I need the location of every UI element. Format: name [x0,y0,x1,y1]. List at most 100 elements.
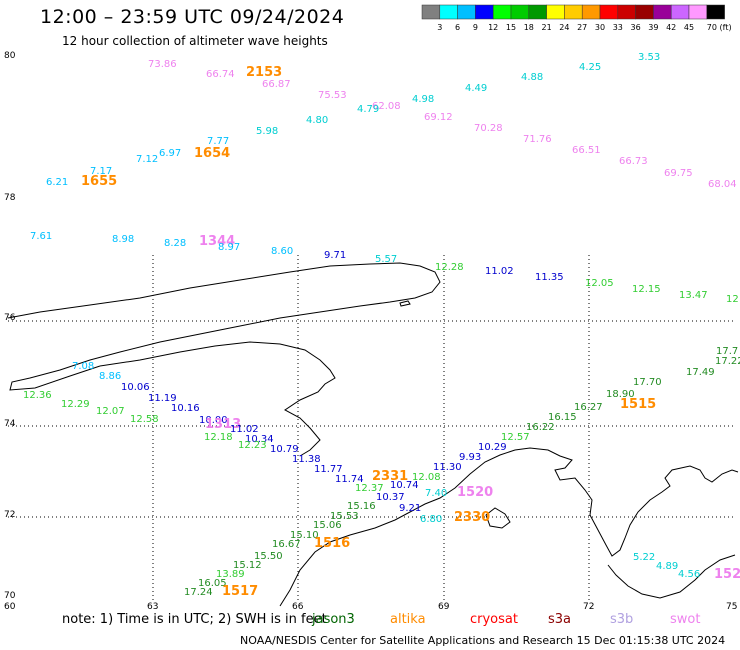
scale-tick-label: 18 [524,23,534,32]
wave-height-label: 15.12 [233,560,262,571]
wave-height-label: 11.30 [433,462,462,473]
wave-height-label: 6.97 [159,148,181,159]
time-label: 1517 [222,584,258,599]
satellite-s3b: s3b [610,612,634,627]
scale-tick-label: 3 [437,23,442,32]
coastlines [7,262,739,607]
wave-height-label: 10.37 [376,492,405,503]
wave-height-label: 10.00 [199,415,228,426]
wave-height-label: 16.05 [198,578,227,589]
scale-tick-label: 30 [595,23,605,32]
wave-height-label: 12.58 [130,414,159,425]
scale-swatch [581,4,601,20]
time-label: 2153 [246,65,282,80]
coastline-island-small [399,300,411,307]
wave-height-label: 4.79 [357,104,379,115]
map-subtitle: 12 hour collection of altimeter wave hei… [62,34,328,48]
wave-height-label: 4.25 [579,62,601,73]
color-scale: 3 6 9 12 15 18 21 24 27 30 33 36 39 42 45 70 (ft) [421,4,732,32]
wave-height-label: 73.86 [148,59,177,70]
wave-height-label: 9.21 [399,503,421,514]
wave-height-label: 11.74 [335,474,364,485]
scale-tick-label: 36 [631,23,641,32]
scale-tick-label: 24 [559,23,569,32]
wave-height-label: 8.28 [164,238,186,249]
time-label: 1520 [457,485,493,500]
scale-tick-label: 27 [577,23,587,32]
lon-axis-label: 72 [583,602,594,612]
wave-height-label: 13.89 [216,569,245,580]
wave-height-label: 7.77 [207,136,229,147]
wave-height-label: 7.17 [90,166,112,177]
wave-height-label: 8.98 [112,234,134,245]
wave-height-label: 11.77 [314,464,343,475]
scale-swatch [510,4,530,20]
wave-height-label: 70.28 [474,123,503,134]
wave-height-label: 7.61 [30,231,52,242]
map-title: 12:00 – 23:59 UTC 09/24/2024 [40,6,345,28]
wave-height-label: 69.75 [664,168,693,179]
time-label: 2331 [372,469,408,484]
wave-height-label: 69.12 [424,112,453,123]
wave-height-label: 62.08 [372,101,401,112]
wave-height-label: 4.80 [306,115,328,126]
scale-swatch [421,4,441,20]
lat-axis-label: 72 [4,510,15,520]
wave-height-label: 15.16 [347,501,376,512]
wave-height-label: 9.93 [459,452,481,463]
wave-height-label: 7.40 [425,488,447,499]
wave-height-label: 12.36 [23,390,52,401]
scale-swatch [617,4,636,20]
time-label: 1655 [81,174,117,189]
grid-lines [8,255,736,603]
wave-height-label: 4.56 [678,569,700,580]
wave-height-label: 5.57 [375,254,397,265]
credit-line: NOAA/NESDIS Center for Satellite Applica… [240,634,726,647]
time-label: 1654 [194,146,230,161]
wave-height-label: 16.15 [548,412,577,423]
scale-tick-label: 39 [648,23,658,32]
scale-swatch [706,4,725,20]
wave-height-label: 12.07 [96,406,125,417]
scale-swatch [457,4,476,20]
wave-height-label: 17.24 [184,587,213,598]
wave-height-label: 12.05 [585,278,614,289]
scale-swatch [653,4,672,20]
wave-height-label: 10.16 [171,403,200,414]
wave-height-label: 6.21 [46,177,68,188]
wave-height-label: 10.74 [390,480,419,491]
scale-tick-label: 33 [613,23,623,32]
wave-height-label: 10.06 [121,382,150,393]
wave-height-label: 11.02 [230,424,259,435]
scale-tick-label: 42 [666,23,676,32]
lat-axis-label: 80 [4,51,16,61]
wave-height-label: 11.02 [485,266,514,277]
wave-height-label: 15.50 [254,551,283,562]
wave-height-label: 11.35 [535,272,564,283]
wave-height-label: 8.97 [218,242,240,253]
wave-height-label: 9.71 [324,250,346,261]
wave-height-label: 66.73 [619,156,648,167]
wave-height-label: 75.53 [318,90,347,101]
lat-axis-label: 76 [4,313,16,323]
wave-height-label: 66.51 [572,145,601,156]
wave-height-label: 5.22 [633,552,655,563]
wave-height-label: 12.28 [435,262,464,273]
lon-axis-label: 63 [147,602,158,612]
wave-height-label: 66.87 [262,79,291,90]
coastline-north-island [7,262,441,391]
wave-height-label: 12.08 [412,472,441,483]
scale-swatch [492,4,512,20]
wave-height-label: 8.60 [271,246,293,257]
wave-height-label: 4.89 [656,561,678,572]
scale-swatch [688,4,708,20]
scale-swatch [439,4,458,20]
coastline-south-island [99,341,336,457]
wave-height-label: 3.53 [638,52,660,63]
satellite-cryosat: cryosat [470,612,518,627]
scale-swatch [599,4,619,20]
wave-height-label: 10.79 [270,444,299,455]
wave-height-label: 71.76 [523,134,552,145]
